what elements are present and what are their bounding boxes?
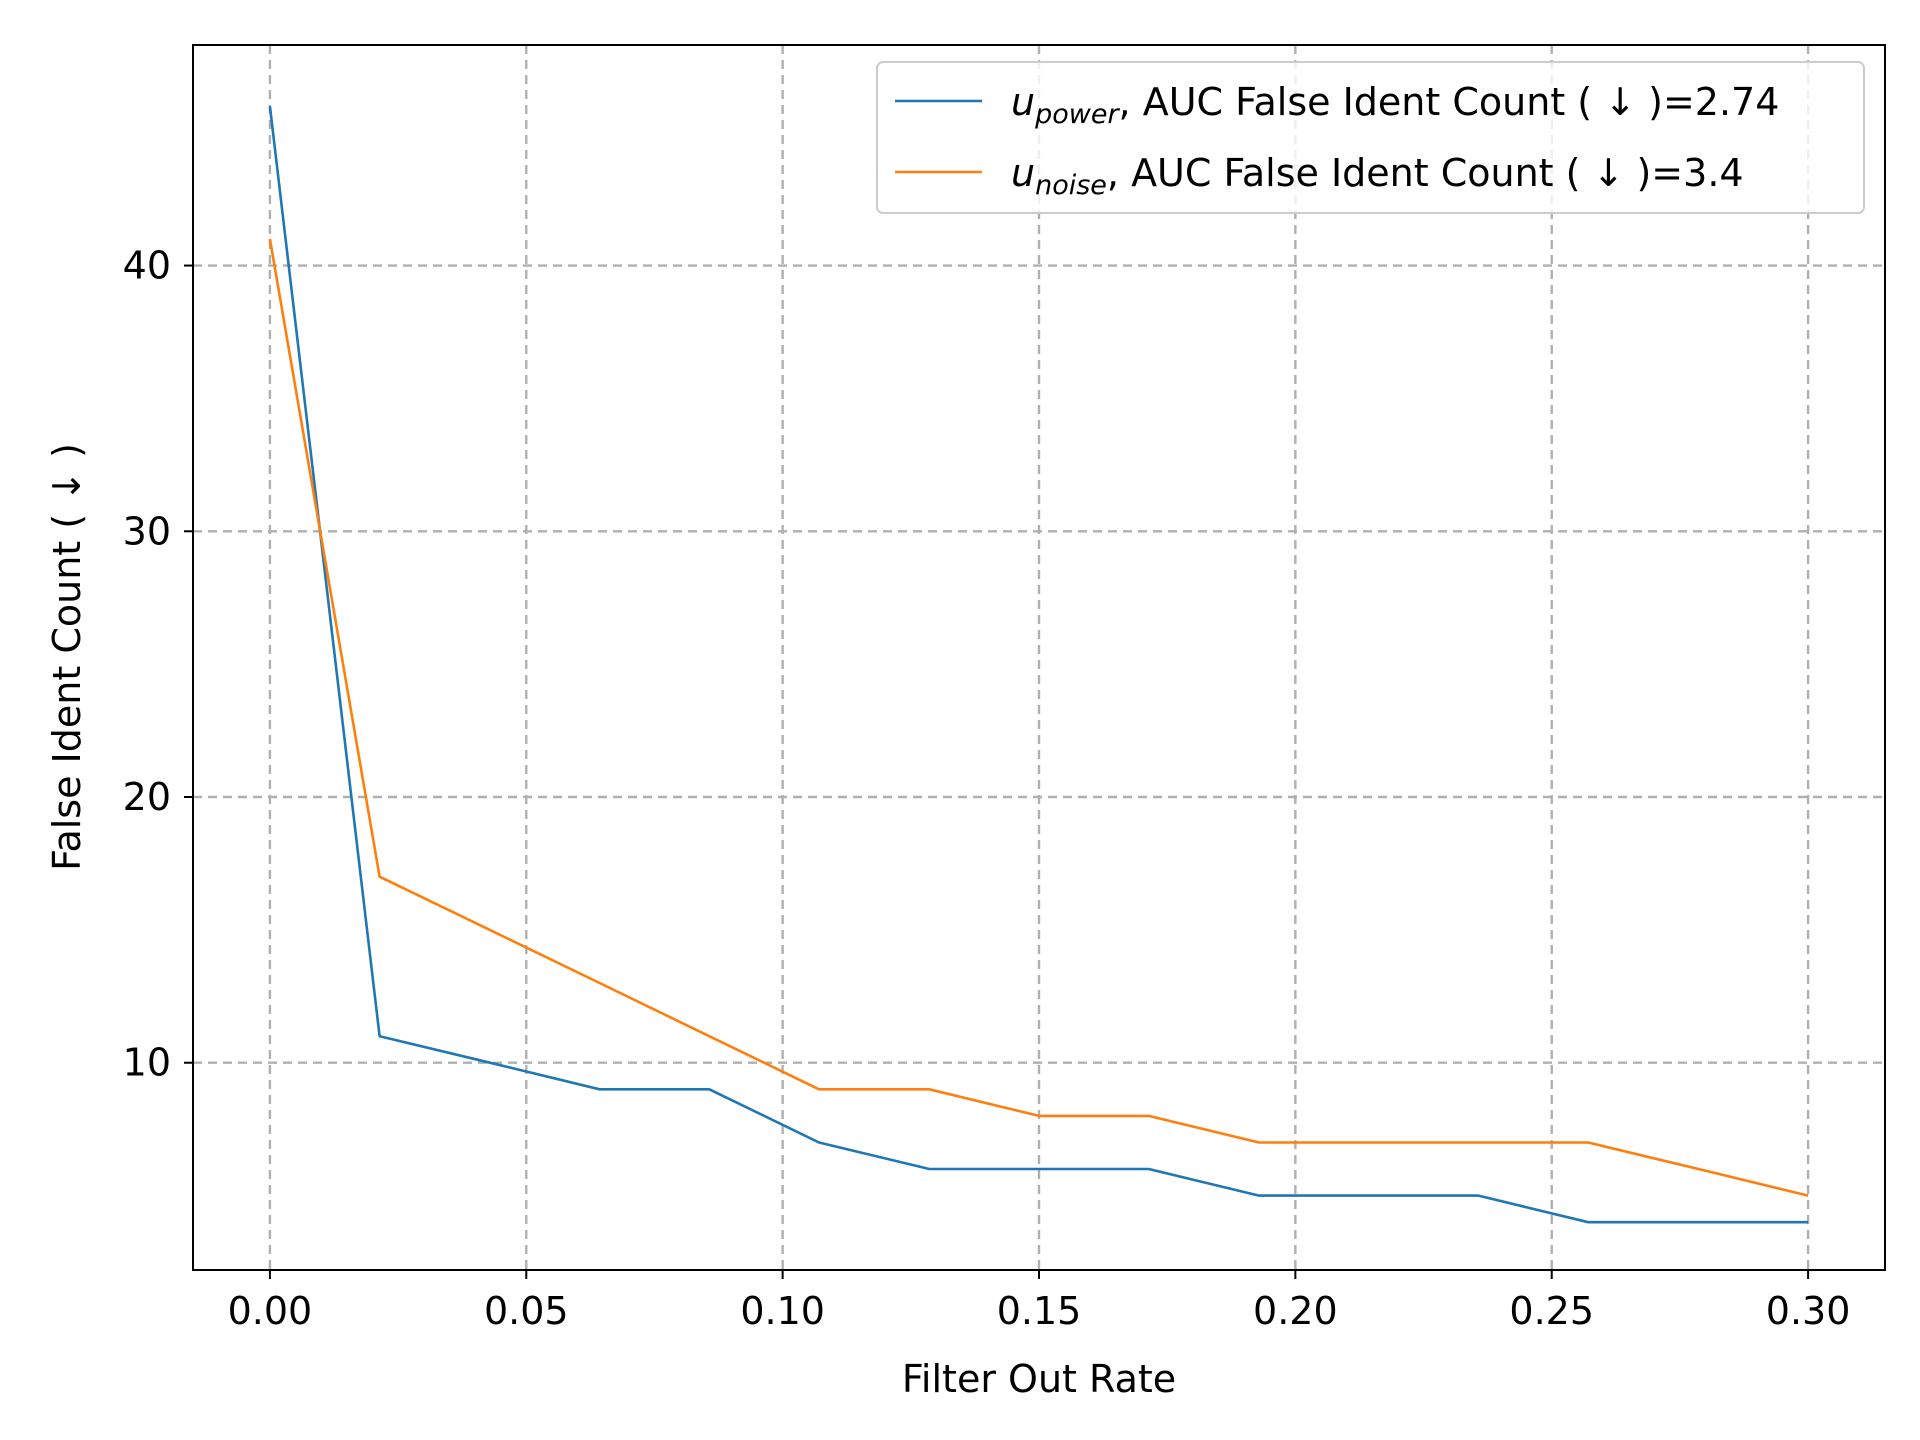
y-axis-label: False Ident Count ( ↓ ) [45, 443, 89, 871]
legend: upower, AUC False Ident Count ( ↓ )=2.74… [876, 61, 1865, 214]
y-tick-label: 30 [123, 509, 171, 553]
x-axis-label: Filter Out Rate [902, 1357, 1176, 1401]
y-tick-label: 20 [123, 775, 171, 819]
legend-entry-power: upower, AUC False Ident Count ( ↓ )=2.74 [1011, 80, 1779, 130]
x-tick-label: 0.20 [1253, 1289, 1338, 1333]
y-tick-label: 40 [123, 244, 171, 288]
x-tick-label: 0.05 [484, 1289, 569, 1333]
x-tick-label: 0.30 [1766, 1289, 1851, 1333]
x-axis: 0.00 0.05 0.10 0.15 0.20 0.25 0.30 [228, 1270, 1851, 1333]
grid-lines [193, 45, 1885, 1270]
x-tick-label: 0.15 [997, 1289, 1082, 1333]
x-tick-label: 0.10 [740, 1289, 825, 1333]
y-axis: 10 20 30 40 [123, 244, 193, 1085]
legend-box [876, 61, 1865, 214]
series-layer [268, 105, 1809, 1224]
x-tick-label: 0.25 [1509, 1289, 1594, 1333]
legend-entry-noise: unoise, AUC False Ident Count ( ↓ )=3.4 [1011, 151, 1744, 201]
series-line-noise [268, 238, 1809, 1197]
x-tick-label: 0.00 [228, 1289, 313, 1333]
series-line-power [268, 105, 1809, 1224]
y-tick-label: 10 [123, 1041, 171, 1085]
